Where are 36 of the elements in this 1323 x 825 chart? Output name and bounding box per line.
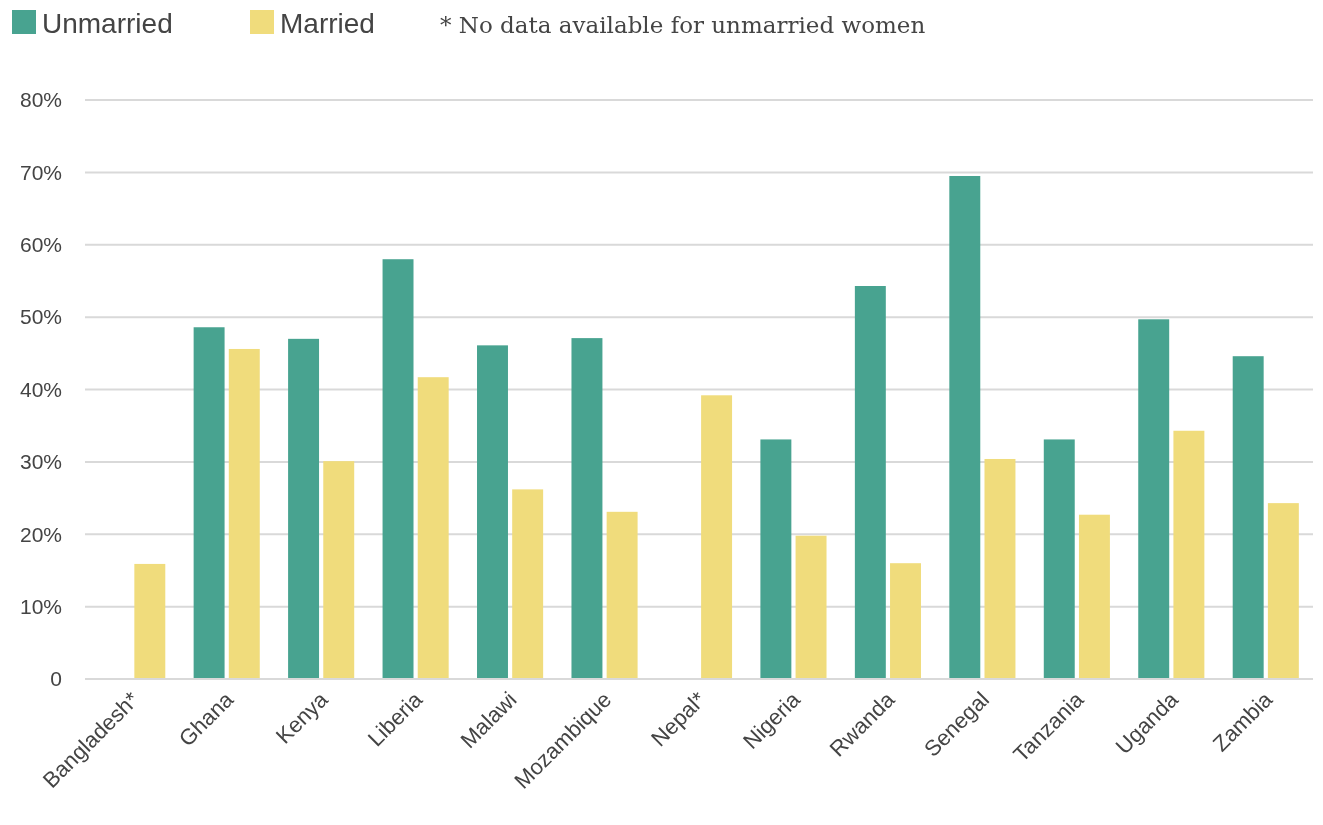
bar	[949, 175, 981, 679]
bar	[134, 563, 166, 679]
bar	[1267, 503, 1299, 679]
bar	[1232, 356, 1264, 679]
bar	[760, 439, 792, 679]
legend-label: Married	[280, 8, 375, 39]
y-tick-label: 70%	[19, 160, 62, 184]
bar	[382, 259, 414, 679]
bar	[477, 345, 508, 679]
y-tick-label: 80%	[19, 88, 62, 112]
y-tick-label: 0	[50, 667, 62, 691]
bar	[606, 511, 638, 679]
bar	[512, 489, 544, 679]
bar	[193, 327, 225, 679]
bar	[795, 535, 827, 679]
y-tick-label: 10%	[19, 594, 62, 618]
bar	[288, 338, 320, 679]
bar	[701, 395, 733, 679]
text: * No data available for unmarried women	[440, 12, 926, 38]
bar	[984, 458, 1016, 679]
y-tick-label: 20%	[19, 522, 62, 546]
bar	[1138, 319, 1170, 679]
y-tick-label: 50%	[19, 305, 62, 329]
bar	[571, 338, 603, 679]
bar	[854, 286, 886, 679]
y-tick-label: 40%	[19, 377, 62, 401]
bar	[228, 348, 260, 679]
bar	[323, 461, 355, 679]
bar	[1173, 430, 1205, 679]
legend-label: Unmarried	[42, 8, 173, 39]
bar	[890, 563, 921, 679]
bar	[417, 377, 449, 679]
y-tick-label: 60%	[19, 233, 62, 257]
y-tick-label: 30%	[19, 450, 62, 474]
bar	[1078, 514, 1110, 679]
bar	[1043, 439, 1075, 679]
